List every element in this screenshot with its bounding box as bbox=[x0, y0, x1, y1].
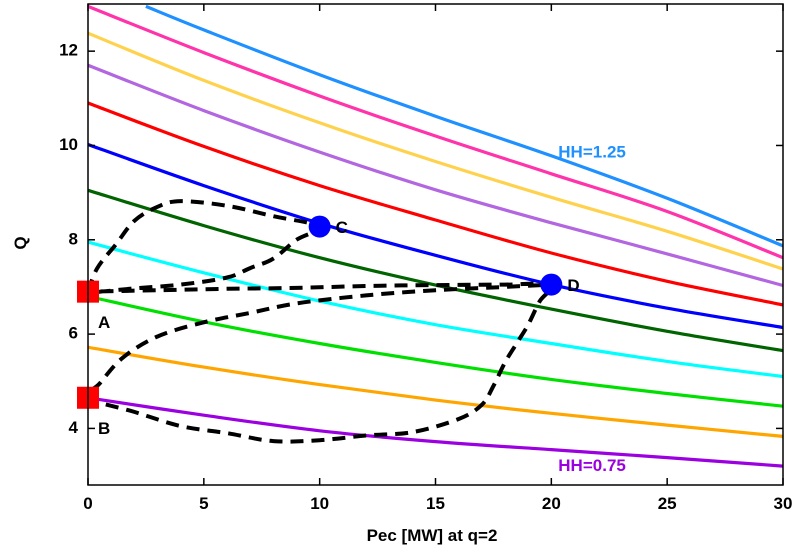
series-line-1 bbox=[88, 396, 783, 468]
series-line-6 bbox=[88, 142, 783, 330]
x-tick-label: 30 bbox=[774, 494, 793, 513]
series-line-9 bbox=[88, 31, 783, 271]
y-tick-label: 10 bbox=[59, 135, 78, 154]
y-axis-label: Q bbox=[11, 236, 30, 249]
x-tick-label: 20 bbox=[542, 494, 561, 513]
series-line-8 bbox=[88, 63, 783, 288]
series-line-7 bbox=[88, 101, 783, 307]
point-c-marker bbox=[308, 215, 331, 238]
x-tick-label: 0 bbox=[83, 494, 92, 513]
series-line-5 bbox=[88, 188, 783, 353]
x-tick-label: 15 bbox=[426, 494, 445, 513]
point-label-a: A bbox=[98, 313, 110, 332]
y-tick-label: 6 bbox=[69, 324, 78, 343]
series-line-2 bbox=[88, 345, 783, 438]
x-axis-label: Pec [MW] at q=2 bbox=[367, 526, 498, 545]
point-label-c: C bbox=[336, 218, 348, 237]
y-tick-label: 12 bbox=[59, 41, 78, 60]
y-tick-label: 4 bbox=[69, 418, 79, 437]
series-line-10 bbox=[88, 4, 783, 260]
series-line-11 bbox=[145, 4, 783, 248]
point-label-d: D bbox=[567, 276, 579, 295]
x-tick-label: 5 bbox=[199, 494, 208, 513]
plot-area: A B C D HH=1.25 HH=0.75 bbox=[77, 4, 783, 475]
point-d-marker bbox=[540, 273, 563, 296]
axes: 0 5 10 15 20 25 30 4 6 8 10 12 bbox=[59, 3, 793, 513]
annotation-2: HH=0.75 bbox=[558, 456, 626, 475]
series-line-4 bbox=[88, 240, 783, 379]
series-line-3 bbox=[88, 294, 783, 408]
x-tick-label: 25 bbox=[658, 494, 677, 513]
point-label-b: B bbox=[98, 419, 110, 438]
x-tick-label: 10 bbox=[310, 494, 329, 513]
y-tick-label: 8 bbox=[69, 229, 78, 248]
annotation-1: HH=1.25 bbox=[558, 142, 626, 161]
